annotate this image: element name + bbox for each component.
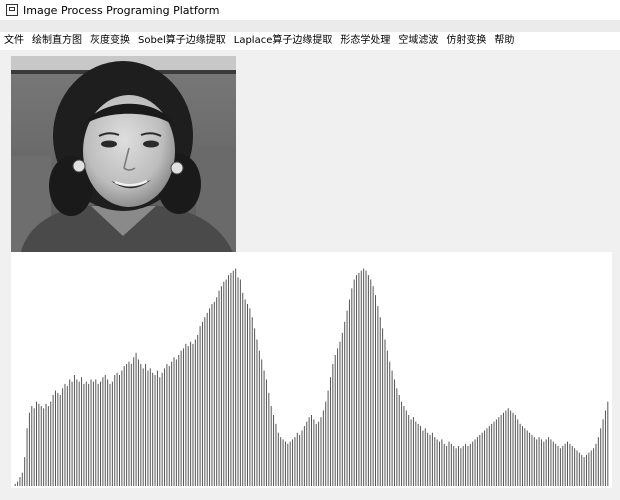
title-bar: Image Process Programing Platform <box>0 0 620 20</box>
portrait-photo <box>11 56 236 252</box>
image-panel <box>11 56 236 252</box>
menu-file[interactable]: 文件 <box>4 35 24 46</box>
menu-draw-histogram[interactable]: 绘制直方图 <box>32 35 82 46</box>
menu-spatial-filter[interactable]: 空域滤波 <box>398 35 439 46</box>
menu-gray-transform[interactable]: 灰度变换 <box>90 35 130 46</box>
menu-sobel-edge[interactable]: Sobel算子边缘提取 <box>138 35 226 46</box>
histogram-panel <box>11 252 612 488</box>
menu-morphology[interactable]: 形态学处理 <box>340 35 391 46</box>
toolbar-strip <box>0 20 620 32</box>
menu-affine-transform[interactable]: 仿射变换 <box>446 35 487 46</box>
menu-laplace-edge[interactable]: Laplace算子边缘提取 <box>233 35 333 46</box>
histogram-chart <box>14 268 609 486</box>
menu-help[interactable]: 帮助 <box>494 35 515 46</box>
menu-bar: 文件 绘制直方图 灰度变换 Sobel算子边缘提取 Laplace算子边缘提取 … <box>0 32 620 50</box>
window-title: Image Process Programing Platform <box>23 3 220 17</box>
app-icon <box>6 4 18 16</box>
